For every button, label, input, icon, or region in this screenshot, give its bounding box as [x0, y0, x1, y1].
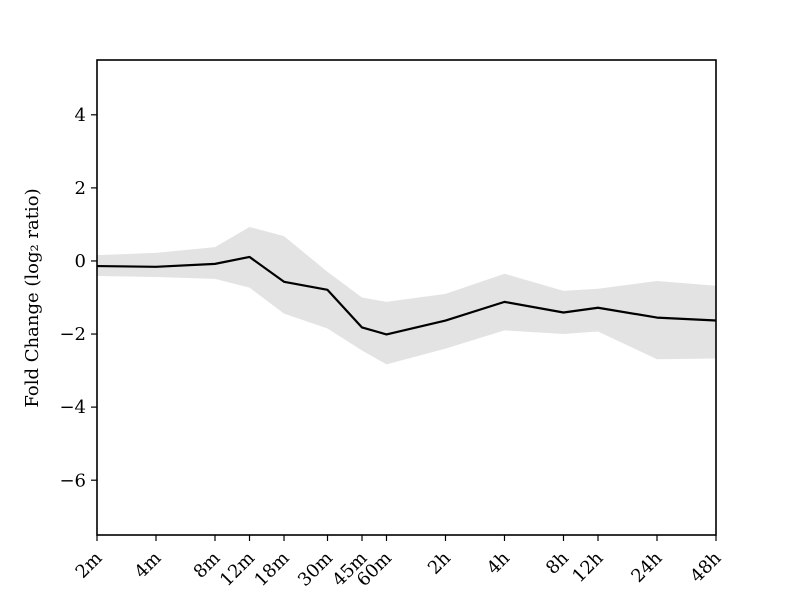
- y-tick-label: −4: [59, 397, 86, 418]
- y-axis-label: Fold Change (log₂ ratio): [22, 188, 43, 407]
- y-tick-label: 4: [75, 105, 86, 126]
- y-tick-label: −6: [59, 470, 86, 491]
- confidence-band: [97, 226, 716, 365]
- x-tick-label: 12m: [216, 548, 259, 591]
- x-tick-label: 48h: [686, 547, 726, 587]
- series-line: [96, 255, 717, 336]
- x-tick-label: 2h: [424, 547, 455, 578]
- x-tick-label: 4m: [131, 548, 166, 583]
- y-tick-label: −2: [59, 324, 86, 345]
- x-tick-label: 18m: [250, 548, 293, 591]
- x-tick-label: 12h: [568, 547, 608, 587]
- x-tick-label: 8h: [542, 547, 573, 578]
- mean-line: [96, 255, 717, 336]
- x-tick-label: 2m: [72, 548, 107, 583]
- axes-frame: [96, 59, 717, 536]
- plot-frame: [96, 59, 717, 536]
- x-tick-label: 24h: [627, 547, 667, 587]
- y-tick-label: 2: [75, 178, 86, 199]
- x-tick-label: 4h: [483, 547, 514, 578]
- x-tick-label: 30m: [294, 548, 337, 591]
- confidence-band-area: [97, 226, 716, 365]
- y-tick-label: 0: [75, 251, 86, 272]
